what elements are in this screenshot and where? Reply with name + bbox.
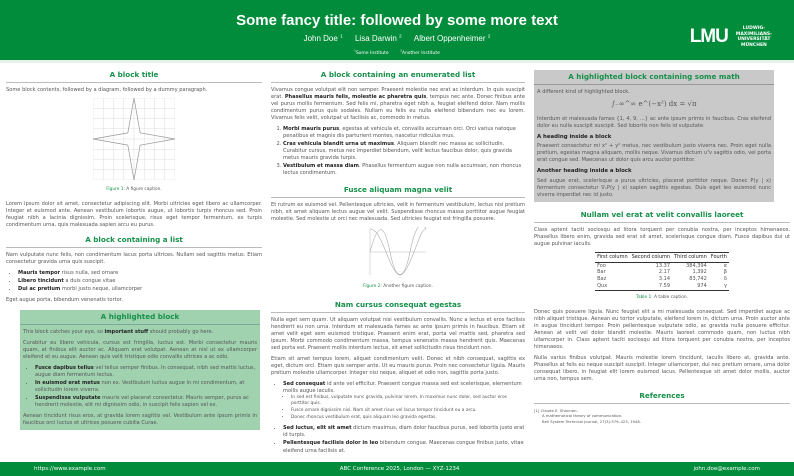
math-block: A highlighted block containing some math… <box>534 70 774 202</box>
list-item: In euismod erat metus non ex. Vestibulum… <box>35 380 257 394</box>
header-divider <box>0 60 794 63</box>
highlighted-block: A highlighted block This block catches y… <box>20 309 260 431</box>
list-item: Sed luctus, elit sit amet dictum maximus… <box>283 425 525 439</box>
table-row: Bar 2.17 1,392 β <box>597 269 727 276</box>
table-caption: Table 1: A table caption. <box>636 295 688 301</box>
block-title: A block containing an enumerated list <box>271 70 525 83</box>
equation: ∫₋∞^∞ e^(−x²) dx = √π <box>611 99 697 108</box>
list-item: Cras vehicula blandit urna ut maximus. A… <box>283 141 525 162</box>
author-list: John Doe 1 Lisa Darwin 2 Albert Oppenhei… <box>0 34 794 43</box>
figure-caption: Figure 2: Another figure caption. <box>363 284 433 290</box>
author: John Doe 1 <box>303 34 343 43</box>
author: Albert Oppenheimer 2 <box>413 34 491 43</box>
author: Lisa Darwin 2 <box>354 34 402 43</box>
table-row: Foo 13.37 384,394 α <box>597 262 727 269</box>
list-item: Fusce dapibus tellus vel tellus semper f… <box>35 365 257 379</box>
list-item: Mauris tempor risus nulla, sed ornare <box>18 270 262 277</box>
sine-cosine-plot <box>271 225 525 280</box>
list-item: Sed consequat id ante vel efficitur. Pra… <box>283 381 525 421</box>
list-item: Vestibulum et massa diam. Phasellus ferm… <box>283 163 525 177</box>
poster-title: Some fancy title: followed by some more … <box>236 12 558 29</box>
column-right: A highlighted block containing some math… <box>534 70 790 424</box>
footer-email[interactable]: john.doe@example.com <box>693 466 760 472</box>
institute: 1Some Institute <box>354 48 389 56</box>
table-row: Qux 7.59 974 γ <box>595 283 729 292</box>
block-title: Fusce aliquam magna velit <box>271 185 525 199</box>
block-title: Nam cursus consequat egestas <box>271 300 525 313</box>
poster-footer: https://www.example.com ABC Conference 2… <box>0 462 794 476</box>
column-middle: A block containing an enumerated list Vi… <box>271 70 525 459</box>
enumerated-list: Morbi mauris purus, egestas at vehicula … <box>283 126 525 177</box>
list-item: Morbi mauris purus, egestas at vehicula … <box>283 126 525 140</box>
figure-caption: Figure 1: A figure caption. <box>106 186 162 192</box>
list-item: Suspendisse vulputate mauris vel placera… <box>35 395 257 409</box>
footer-url[interactable]: https://www.example.com <box>34 466 106 472</box>
reference-item: [1] Claude E. Shannon. A mathematical th… <box>534 408 641 424</box>
bullet-list: Mauris tempor risus nulla, sed ornare Li… <box>18 270 262 293</box>
list-item: Pellentesque facilisis dolor in leo bibe… <box>283 440 525 454</box>
list-item: Dui ac pretium morbi justo neque, ullamc… <box>18 286 262 293</box>
block-title: Nullam vel erat at velit convallis laore… <box>534 210 790 223</box>
institute-list: 1Some Institute 2Another Institute <box>0 48 794 56</box>
poster-header: Some fancy title: followed by some more … <box>0 0 794 60</box>
institute: 2Another Institute <box>400 48 440 56</box>
table-row: Baz 3.14 83,742 δ <box>597 276 727 283</box>
bullet-list: Sed consequat id ante vel efficitur. Pra… <box>283 381 525 454</box>
list-item: Libero tincidunt a duis congue vitae <box>18 278 262 285</box>
lmu-logo: LMU LUDWIG- MAXIMILIANS- UNIVERSITÄT MÜNCHE… <box>689 26 772 48</box>
block-title: A block title <box>6 70 262 83</box>
references-title: References <box>534 391 790 405</box>
footer-conference: ABC Conference 2025, London — XYZ-1234 <box>339 466 460 472</box>
star-diagram <box>6 97 262 183</box>
column-left: A block title Some block contents, follo… <box>6 70 262 431</box>
block-title: A block containing a list <box>6 235 262 248</box>
data-table: First column Second column Third column Fou… <box>595 251 729 292</box>
